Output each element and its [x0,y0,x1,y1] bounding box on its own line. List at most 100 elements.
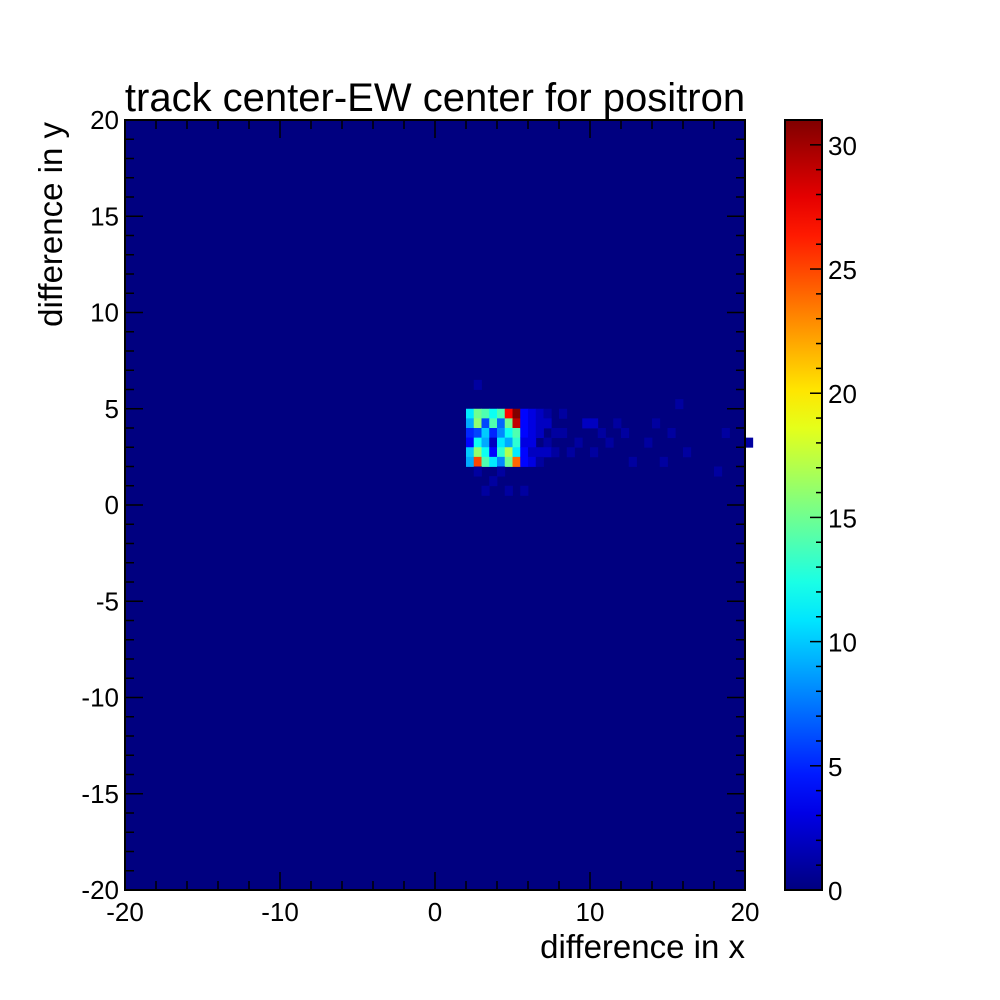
heatmap-cell [582,418,591,429]
heatmap-cell [535,447,544,458]
colorbar-tick-label: 25 [828,255,857,285]
heatmap-cell [512,408,521,419]
heatmap-cell [481,456,490,467]
heatmap-cell [667,428,676,439]
heatmap-cell [504,437,513,448]
heatmap-cell [535,418,544,429]
heatmap-cell [473,408,482,419]
heatmap-cell [535,408,544,419]
x-tick-label: 0 [428,897,442,927]
heatmap-cell [497,428,506,439]
x-tick-label: -20 [106,897,144,927]
heatmap-cell [543,418,552,429]
colorbar-frame [784,119,823,891]
heatmap-cell [489,408,498,419]
heatmap-cell [473,456,482,467]
heatmap-cell [551,447,560,458]
x-tick-label: 10 [576,897,605,927]
heatmap-cell [605,437,614,448]
heatmap-cell [473,418,482,429]
heatmap-cell [466,418,475,429]
plot-background [125,120,745,890]
heatmap-cell [466,428,475,439]
heatmap-cell [489,437,498,448]
heatmap-cell [489,428,498,439]
y-tick-label: 15 [90,201,119,231]
heatmap-cell [466,447,475,458]
colorbar-tick-label: 0 [828,876,842,906]
heatmap-cell [543,437,552,448]
heatmap-cell [551,428,560,439]
heatmap-cell [473,437,482,448]
heatmap-cell [659,456,668,467]
heatmap-cell [652,418,661,429]
heatmap-cell [559,408,568,419]
colorbar-tick-label: 15 [828,503,857,533]
heatmap-cell [473,428,482,439]
heatmap-cell [504,428,513,439]
heatmap-cell [512,456,521,467]
heatmap-cell [528,437,537,448]
heatmap-cell [528,408,537,419]
heatmap-cell [590,418,599,429]
heatmap-cell [481,437,490,448]
heatmap-cell [512,447,521,458]
heatmap-cell [504,456,513,467]
y-axis-label: difference in y [32,122,69,327]
heatmap-cell [466,437,475,448]
heatmap-cell [566,447,575,458]
heatmap-cell [628,456,637,467]
heatmap-cell [613,418,622,429]
heatmap-cell [504,447,513,458]
heatmap-cell [535,428,544,439]
heatmap-cell [621,428,630,439]
heatmap-cell [481,485,490,496]
heatmap-cell [559,428,568,439]
heatmap-cell [543,447,552,458]
heatmap-cell [489,456,498,467]
y-tick-label: -10 [81,683,119,713]
heatmap-cell [489,447,498,458]
x-tick-label: -10 [261,897,299,927]
y-tick-label: -20 [81,875,119,905]
colorbar-tick-label: 20 [828,379,857,409]
heatmap-cell [497,447,506,458]
heatmap-cell [745,437,754,448]
heatmap-cell [520,485,529,496]
heatmap-cell [497,466,506,477]
heatmap-cell [473,379,482,390]
heatmap-cell [535,456,544,467]
heatmap-cell [497,456,506,467]
heatmap-cell [528,447,537,458]
heatmap-cell [574,437,583,448]
heatmap-cell [520,437,529,448]
heatmap-cell [528,418,537,429]
heatmap-cell [504,408,513,419]
chart-title: track center-EW center for positron [125,76,745,120]
heatmap-cell [497,408,506,419]
colorbar-tick-label: 5 [828,752,842,782]
y-tick-label: 20 [90,105,119,135]
y-tick-label: -5 [96,586,119,616]
heatmap-cell [520,408,529,419]
heatmap-cell [466,456,475,467]
heatmap-cell [520,428,529,439]
heatmap-cell [528,428,537,439]
heatmap-cell [512,418,521,429]
heatmap-cell [489,476,498,487]
heatmap-cell [497,437,506,448]
heatmap-cell [597,428,606,439]
colorbar [785,120,822,890]
y-tick-label: 5 [105,394,119,424]
heatmap-cell [473,447,482,458]
heatmap-cell [473,466,482,477]
heatmap-cell [590,447,599,458]
y-tick-label: 0 [105,490,119,520]
heatmap-cell [644,437,653,448]
heatmap-cell [481,428,490,439]
heatmap-cell [520,456,529,467]
heatmap-cell [466,408,475,419]
heatmap-cell [481,447,490,458]
heatmap-cell [520,447,529,458]
